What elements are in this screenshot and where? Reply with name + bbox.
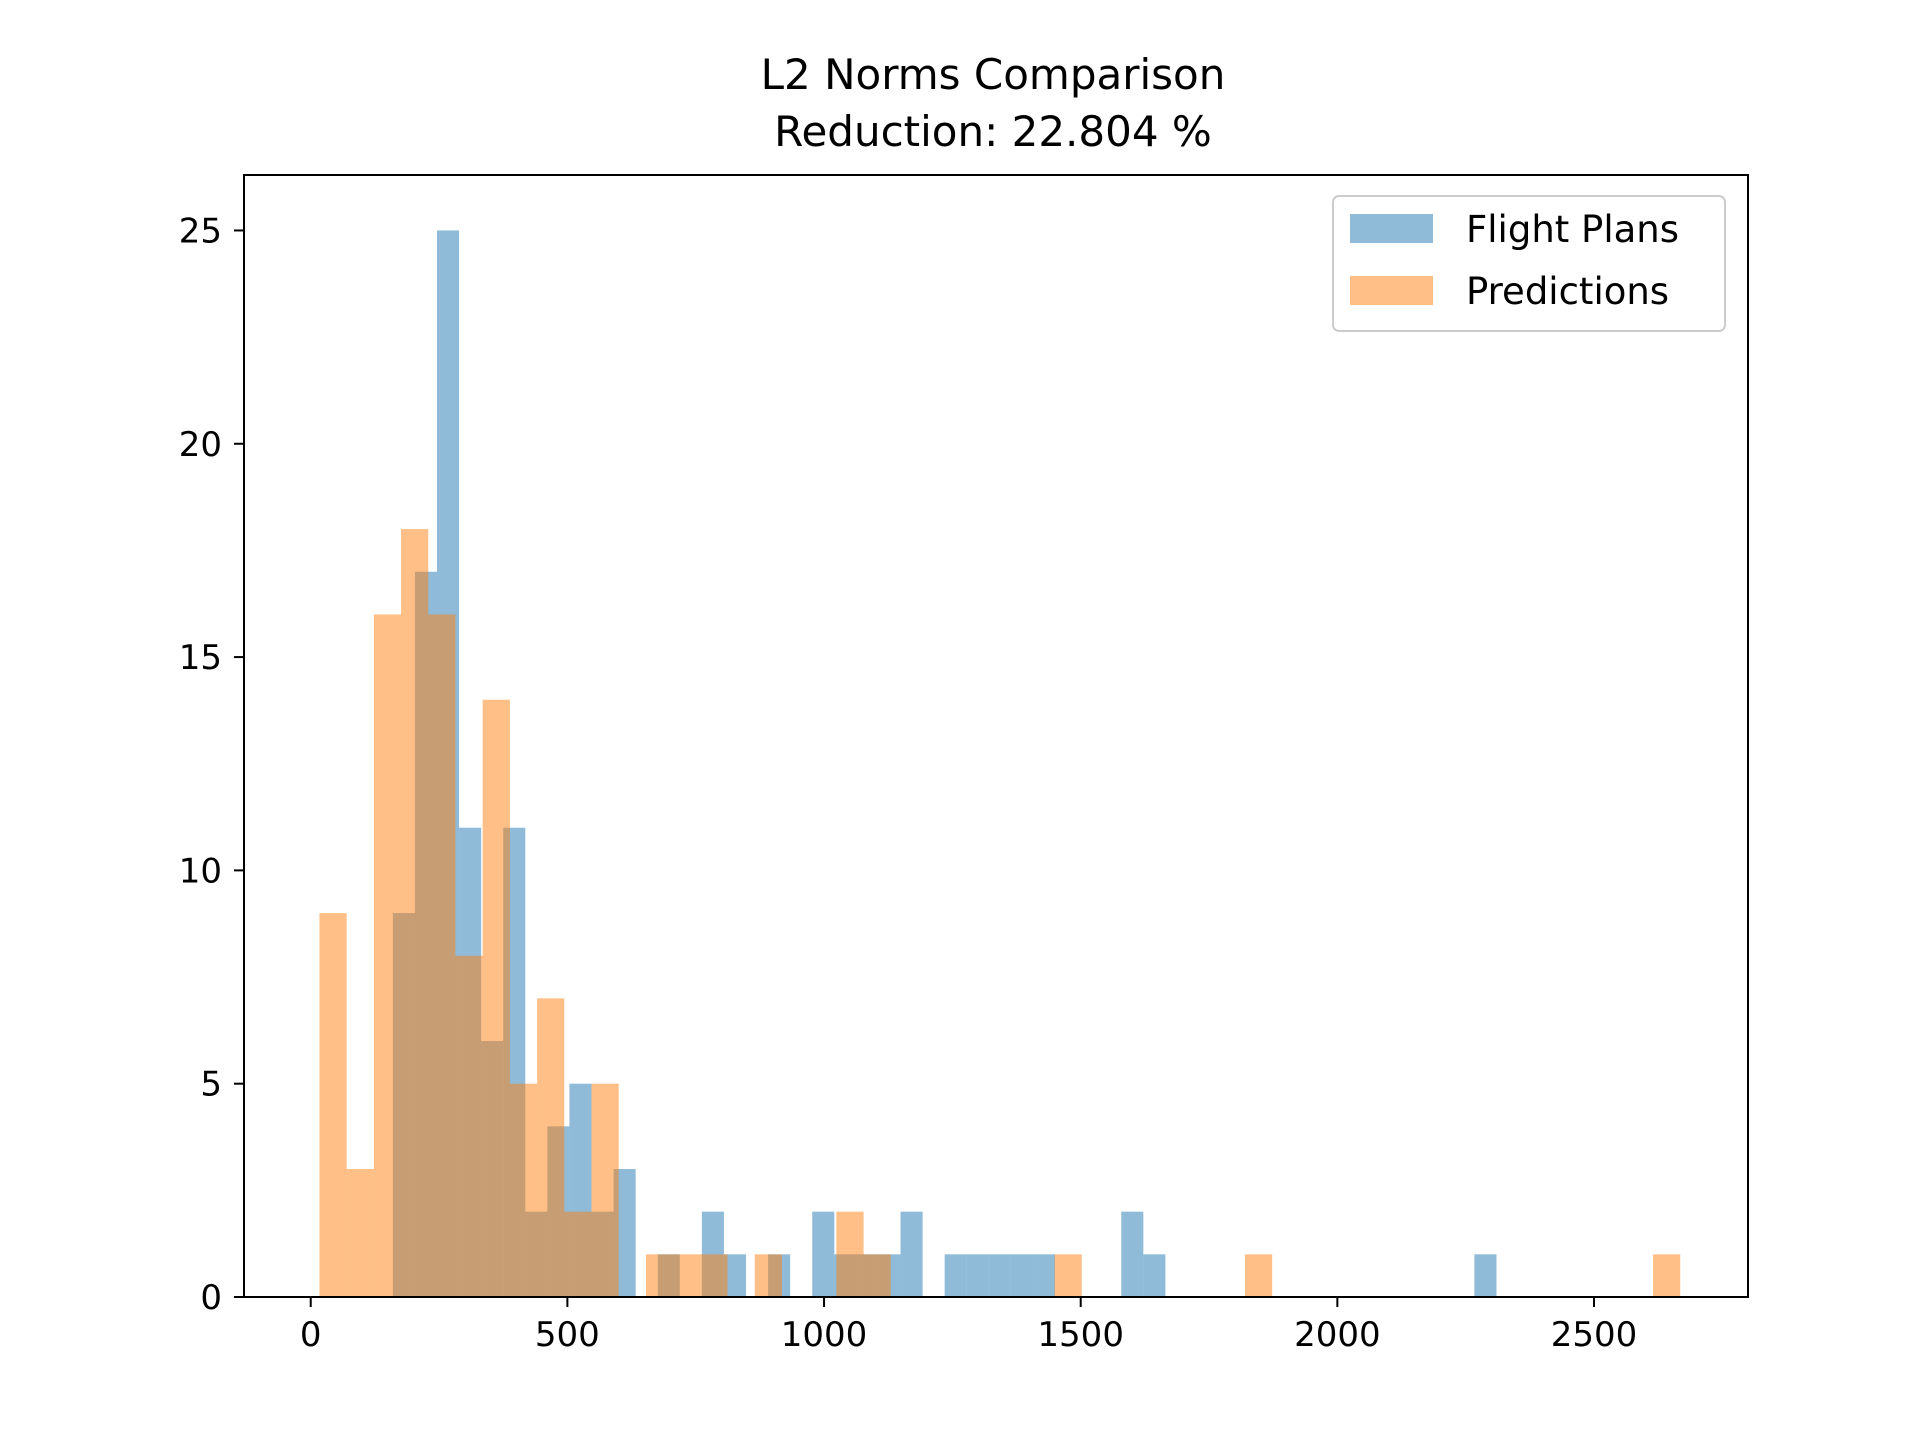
bar-predictions xyxy=(346,1169,374,1297)
bars-layer xyxy=(319,230,1681,1297)
bar-predictions xyxy=(591,1083,619,1297)
bar-predictions xyxy=(700,1254,728,1297)
bar-predictions xyxy=(455,955,483,1297)
y-tick-label: 0 xyxy=(200,1278,222,1318)
bar-predictions xyxy=(645,1254,674,1297)
bar-flight-plans xyxy=(1474,1254,1497,1297)
x-axis: 0 500 1000 1500 2000 2500 xyxy=(300,1297,1637,1355)
bar-predictions xyxy=(863,1254,891,1297)
bar-predictions xyxy=(428,614,456,1297)
y-tick-label: 15 xyxy=(179,638,222,678)
legend-label-flight-plans: Flight Plans xyxy=(1466,208,1679,251)
legend-label-predictions: Predictions xyxy=(1466,270,1669,313)
bar-flight-plans xyxy=(812,1211,835,1297)
x-tick-label: 500 xyxy=(535,1315,600,1355)
bar-flight-plans xyxy=(1032,1254,1056,1297)
bar-predictions xyxy=(564,1211,592,1297)
y-tick-label: 5 xyxy=(200,1065,222,1105)
bar-predictions xyxy=(319,913,347,1297)
bar-flight-plans xyxy=(1143,1254,1166,1297)
bar-predictions xyxy=(509,1083,538,1297)
plot-frame xyxy=(243,174,1749,1298)
x-tick-label: 1500 xyxy=(1037,1315,1124,1355)
bar-predictions xyxy=(537,998,565,1297)
bar-flight-plans xyxy=(1121,1211,1144,1297)
bar-predictions xyxy=(836,1211,864,1297)
x-tick-label: 2500 xyxy=(1551,1315,1638,1355)
bar-predictions xyxy=(673,1254,701,1297)
bar-predictions xyxy=(482,699,510,1297)
chart-subtitle: Reduction: 22.804 % xyxy=(774,107,1212,156)
bar-predictions xyxy=(1244,1254,1273,1297)
y-axis: 0 5 10 15 20 25 xyxy=(179,211,244,1318)
bar-predictions xyxy=(1653,1254,1681,1297)
bar-predictions xyxy=(373,614,402,1297)
bar-predictions xyxy=(401,529,429,1297)
x-tick-label: 1000 xyxy=(781,1315,868,1355)
legend-swatch-predictions xyxy=(1350,276,1433,305)
bar-flight-plans xyxy=(944,1254,967,1297)
x-tick-label: 0 xyxy=(300,1315,322,1355)
bar-predictions xyxy=(1054,1254,1082,1297)
bar-flight-plans xyxy=(966,1254,989,1297)
bar-flight-plans xyxy=(900,1211,923,1297)
bar-predictions xyxy=(754,1254,782,1297)
chart-title: L2 Norms Comparison xyxy=(761,50,1226,99)
x-tick-label: 2000 xyxy=(1294,1315,1381,1355)
bar-flight-plans xyxy=(988,1254,1011,1297)
y-tick-label: 10 xyxy=(179,851,222,891)
legend-swatch-flight-plans xyxy=(1350,214,1433,243)
y-tick-label: 25 xyxy=(179,211,222,251)
bar-flight-plans xyxy=(1010,1254,1033,1297)
y-tick-label: 20 xyxy=(179,425,222,465)
bar-flight-plans xyxy=(723,1254,747,1297)
bar-flight-plans xyxy=(613,1169,636,1297)
legend: Flight Plans Predictions xyxy=(1332,195,1726,332)
